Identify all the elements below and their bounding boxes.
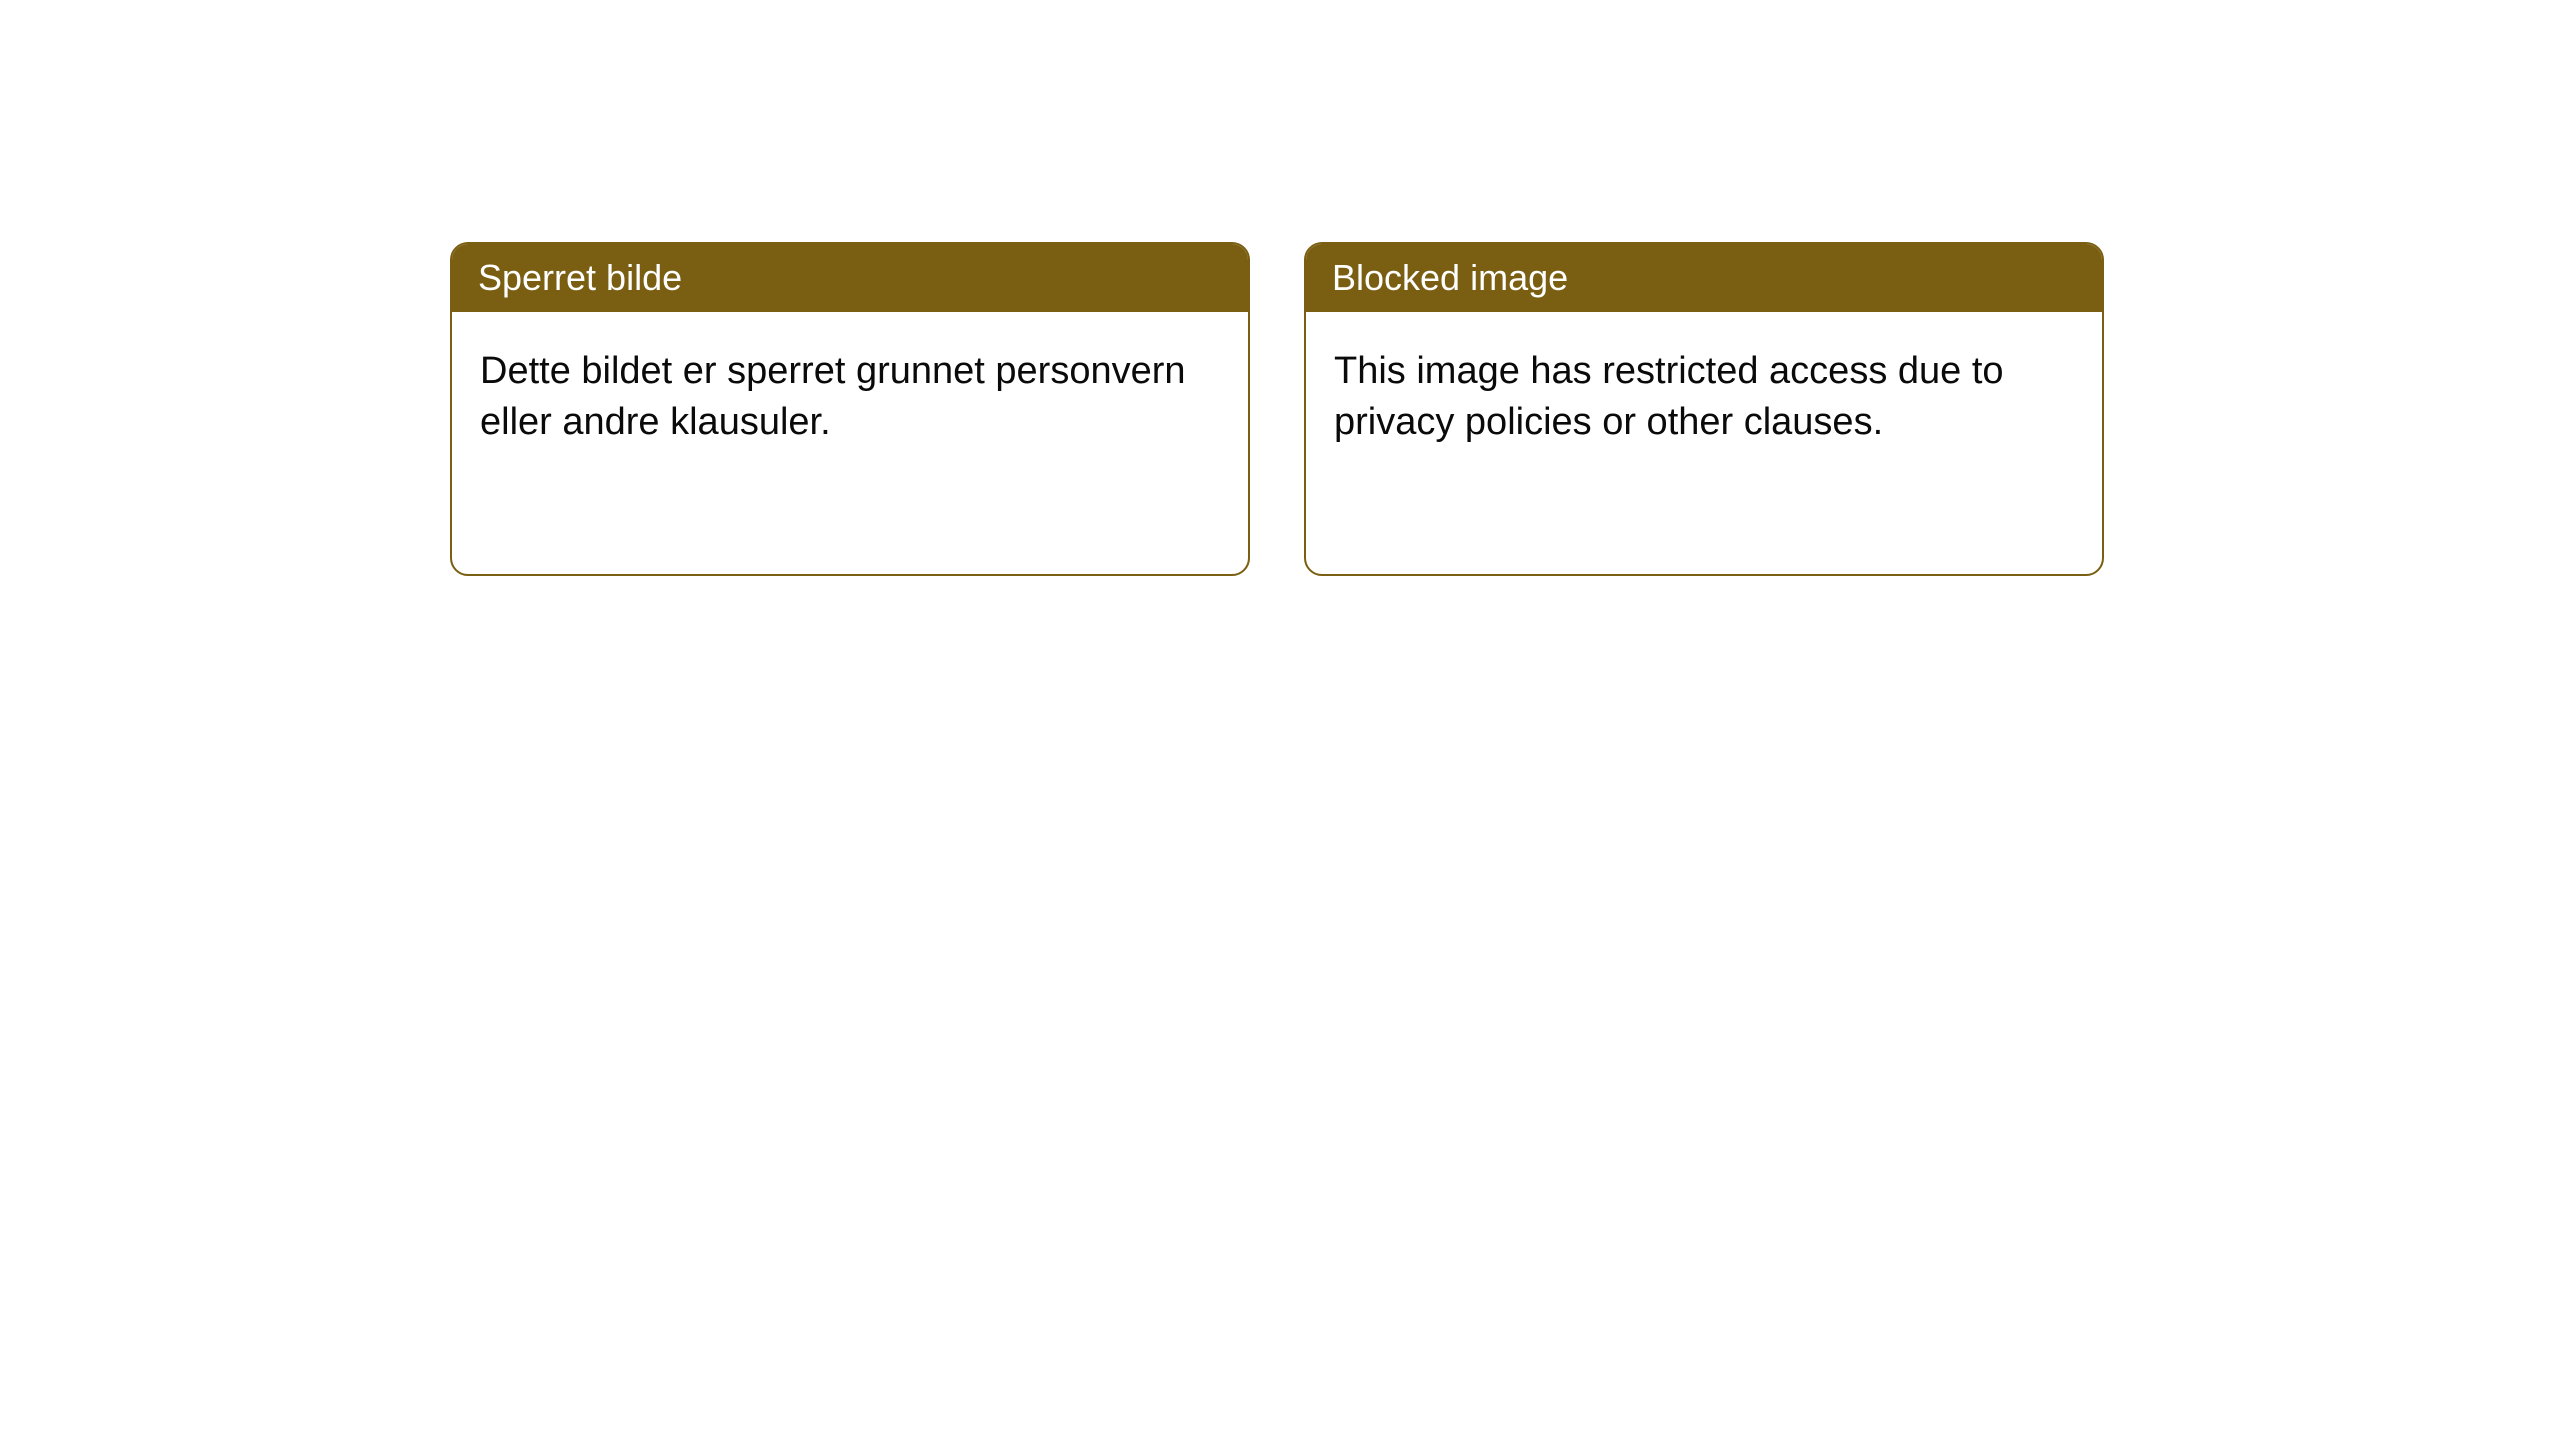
card-body-norwegian: Dette bildet er sperret grunnet personve… (452, 312, 1248, 483)
card-body-english: This image has restricted access due to … (1306, 312, 2102, 483)
card-title-norwegian: Sperret bilde (478, 257, 682, 298)
cards-container: Sperret bilde Dette bildet er sperret gr… (450, 242, 2104, 576)
card-header-english: Blocked image (1306, 244, 2102, 312)
card-message-norwegian: Dette bildet er sperret grunnet personve… (480, 350, 1186, 443)
card-title-english: Blocked image (1332, 257, 1568, 298)
card-header-norwegian: Sperret bilde (452, 244, 1248, 312)
blocked-image-card-english: Blocked image This image has restricted … (1304, 242, 2104, 576)
card-message-english: This image has restricted access due to … (1334, 350, 2004, 443)
blocked-image-card-norwegian: Sperret bilde Dette bildet er sperret gr… (450, 242, 1250, 576)
